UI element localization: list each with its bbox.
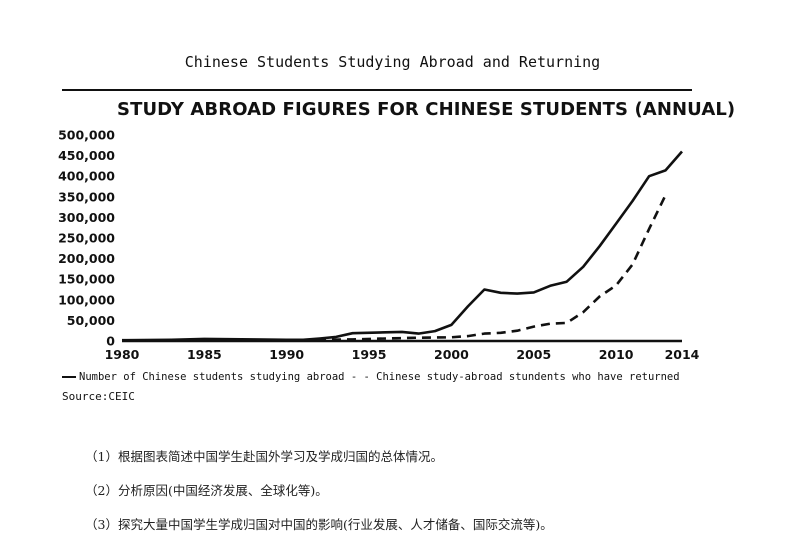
y-tick-label: 500,000 bbox=[58, 128, 115, 143]
legend-label-abroad: Number of Chinese students studying abro… bbox=[79, 371, 345, 383]
x-tick-label: 2014 bbox=[665, 347, 700, 362]
series-line-returned bbox=[121, 194, 667, 342]
y-tick-label: 400,000 bbox=[58, 169, 115, 184]
x-tick-label: 1985 bbox=[187, 347, 222, 362]
y-tick-label: 450,000 bbox=[58, 148, 115, 163]
question-2: （2）分析原因(中国经济发展、全球化等)。 bbox=[85, 483, 328, 498]
title-rule bbox=[62, 89, 692, 91]
y-tick-label: 150,000 bbox=[58, 272, 115, 287]
chart-legend: Number of Chinese students studying abro… bbox=[62, 371, 680, 383]
y-tick-label: 50,000 bbox=[67, 313, 116, 328]
y-tick-label: 200,000 bbox=[58, 251, 115, 266]
y-tick-label: 250,000 bbox=[58, 231, 115, 246]
y-tick-label: 100,000 bbox=[58, 292, 115, 307]
y-tick-label: 350,000 bbox=[58, 189, 115, 204]
chart-title: STUDY ABROAD FIGURES FOR CHINESE STUDENT… bbox=[117, 99, 736, 120]
legend-solid-swatch bbox=[62, 376, 76, 378]
series-line-abroad bbox=[121, 150, 683, 342]
x-tick-label: 1980 bbox=[105, 347, 140, 362]
y-tick-label: 300,000 bbox=[58, 210, 115, 225]
x-tick-label: 1995 bbox=[352, 347, 387, 362]
x-tick-label: 1990 bbox=[269, 347, 304, 362]
question-3: （3）探究大量中国学生学成归国对中国的影响(行业发展、人才储备、国际交流等)。 bbox=[85, 517, 553, 532]
x-tick-label: 2010 bbox=[599, 347, 634, 362]
x-tick-label: 2000 bbox=[434, 347, 469, 362]
question-1: （1）根据图表简述中国学生赴国外学习及学成归国的总体情况。 bbox=[85, 449, 443, 464]
x-tick-label: 2005 bbox=[516, 347, 551, 362]
source-note: Source:CEIC bbox=[62, 390, 135, 403]
page-title: Chinese Students Studying Abroad and Ret… bbox=[184, 53, 601, 71]
legend-dashed-swatch: - - bbox=[350, 371, 370, 383]
y-tick-label: 0 bbox=[106, 334, 115, 349]
legend-label-returned: Chinese study-abroad stundents who have … bbox=[376, 371, 680, 383]
